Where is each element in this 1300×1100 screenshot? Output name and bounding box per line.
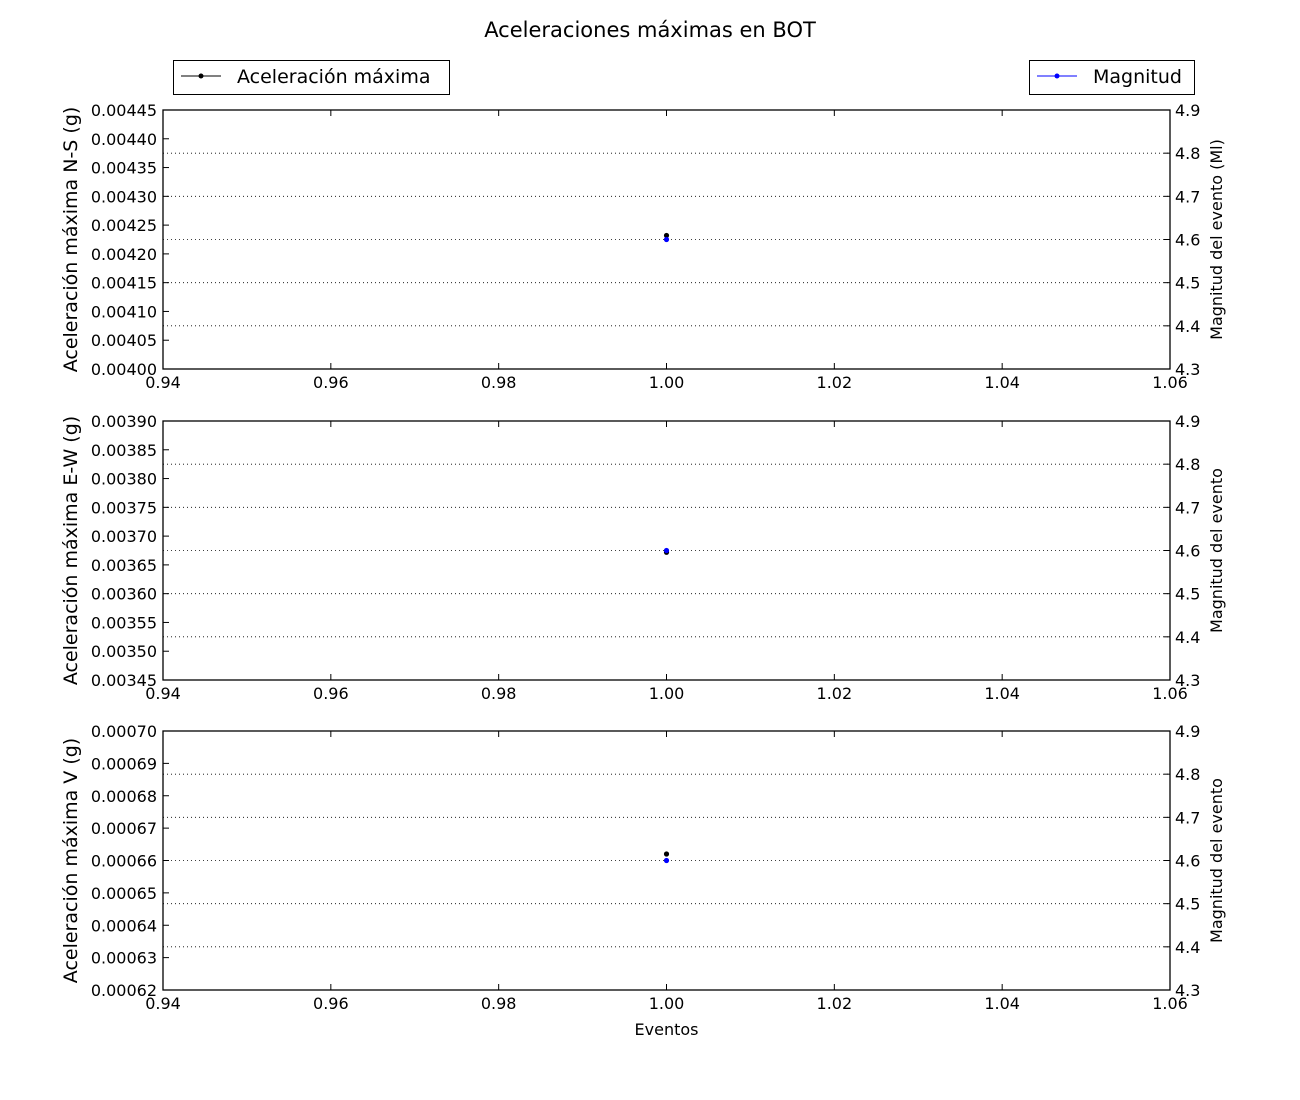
x-tick-label: 0.94 [145,373,181,392]
y-tick-label: 0.00435 [91,159,157,178]
y-tick-label: 0.00360 [91,585,157,604]
x-tick-label: 1.04 [984,994,1020,1013]
y-tick-label: 0.00400 [91,360,157,379]
y2-tick-label: 4.7 [1175,498,1200,517]
x-tick-label: 1.00 [649,994,685,1013]
y-tick-label: 0.00062 [91,981,157,1000]
legend-left-label: Aceleración máxima [237,66,430,88]
y-tick-label: 0.00380 [91,470,157,489]
y2-axis-label: Magnitud del evento (Ml) [1207,139,1226,340]
y2-tick-label: 4.8 [1175,455,1200,474]
y-tick-label: 0.00390 [91,412,157,431]
y-tick-label: 0.00430 [91,187,157,206]
y2-tick-label: 4.5 [1175,585,1200,604]
y-tick-label: 0.00365 [91,556,157,575]
x-tick-label: 1.04 [984,373,1020,392]
y2-tick-label: 4.4 [1175,317,1200,336]
x-axis-label: Eventos [635,1020,699,1039]
y-tick-label: 0.00385 [91,441,157,460]
y2-tick-label: 4.4 [1175,938,1200,957]
y-tick-label: 0.00370 [91,527,157,546]
x-tick-label: 1.02 [817,684,853,703]
legend-right-label: Magnitud [1093,66,1182,88]
y2-tick-label: 4.5 [1175,895,1200,914]
acceleration-point [663,232,670,239]
y-tick-label: 0.00350 [91,642,157,661]
x-tick-label: 1.06 [1152,373,1188,392]
panel-ew: 0.94 0.96 0.98 1.00 1.02 1.04 1.06 0.00345 0.003… [60,412,1226,703]
magnitude-point [663,236,670,243]
y-tick-label: 0.00410 [91,302,157,321]
y2-axis-label: Magnitud del evento [1207,778,1226,943]
x-tick-label: 1.06 [1152,684,1188,703]
y-tick-label: 0.00066 [91,852,157,871]
panel-ns: 0.94 0.96 0.98 1.00 1.02 1.04 1.06 0.00400 0.004… [60,101,1226,392]
x-tick-label: 1.00 [649,373,685,392]
y-tick-label: 0.00375 [91,498,157,517]
x-tick-label: 0.96 [313,994,349,1013]
legend-right: Magnitud [1029,60,1195,95]
magnitude-point [663,547,670,554]
legend-left: Aceleración máxima [173,60,450,95]
x-tick-label: 1.00 [649,684,685,703]
y2-tick-label: 4.6 [1175,852,1200,871]
y-tick-label: 0.00420 [91,245,157,264]
legend-left-dot-marker [198,73,204,79]
y-tick-label: 0.00065 [91,884,157,903]
x-tick-label: 0.98 [481,373,517,392]
legend-left-frame [173,60,450,95]
y2-tick-label: 4.9 [1175,722,1200,741]
y2-tick-label: 4.3 [1175,360,1200,379]
x-tick-label: 0.94 [145,684,181,703]
y2-tick-label: 4.5 [1175,274,1200,293]
legend-right-dot-marker [1054,73,1060,79]
x-tick-label: 0.96 [313,684,349,703]
x-tick-label: 1.04 [984,684,1020,703]
panel-v: 0.94 0.96 0.98 1.00 1.02 1.04 1.06 0.00062 0.000… [60,722,1226,1039]
y-axis-label: Aceleración máxima N-S (g) [60,107,82,373]
x-tick-label: 0.94 [145,994,181,1013]
chart-panels: 0.94 0.96 0.98 1.00 1.02 1.04 1.06 0.00400 0.004… [60,101,1226,1039]
y2-tick-label: 4.8 [1175,144,1200,163]
x-tick-label: 1.06 [1152,994,1188,1013]
y2-tick-label: 4.6 [1175,542,1200,561]
y-axis-label: Aceleración máxima V (g) [60,738,82,983]
y2-tick-label: 4.7 [1175,187,1200,206]
y2-axis-label: Magnitud del evento [1207,468,1226,633]
y-tick-label: 0.00355 [91,613,157,632]
y2-tick-label: 4.8 [1175,765,1200,784]
y-tick-label: 0.00415 [91,274,157,293]
y-axis-label: Aceleración máxima E-W (g) [60,416,82,685]
y2-tick-label: 4.9 [1175,101,1200,120]
y2-tick-label: 4.7 [1175,808,1200,827]
y-tick-label: 0.00063 [91,949,157,968]
x-tick-label: 1.02 [817,994,853,1013]
y2-tick-label: 4.4 [1175,628,1200,647]
x-tick-label: 0.96 [313,373,349,392]
acceleration-point [663,851,670,857]
y-tick-label: 0.00069 [91,754,157,773]
magnitude-point [663,857,670,864]
figure-title: Aceleraciones máximas en BOT [484,18,816,42]
y2-tick-label: 4.3 [1175,981,1200,1000]
x-tick-label: 1.02 [817,373,853,392]
y-tick-label: 0.00405 [91,331,157,350]
y2-tick-label: 4.6 [1175,231,1200,250]
y-tick-label: 0.00070 [91,722,157,741]
x-tick-label: 0.98 [481,994,517,1013]
y-tick-label: 0.00067 [91,819,157,838]
y-tick-label: 0.00345 [91,671,157,690]
y-tick-label: 0.00440 [91,130,157,149]
y-tick-label: 0.00445 [91,101,157,120]
x-tick-label: 0.98 [481,684,517,703]
y-tick-label: 0.00425 [91,216,157,235]
y2-tick-label: 4.9 [1175,412,1200,431]
y-tick-label: 0.00068 [91,787,157,806]
y2-tick-label: 4.3 [1175,671,1200,690]
y-tick-label: 0.00064 [91,916,157,935]
